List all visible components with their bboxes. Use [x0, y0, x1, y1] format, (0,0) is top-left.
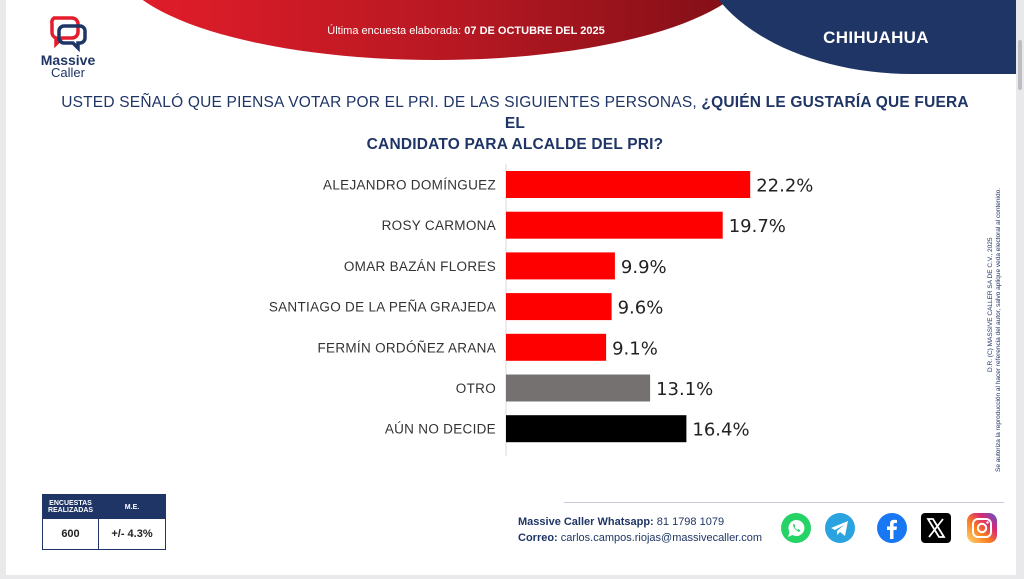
bar-chart: ALEJANDRO DOMÍNGUEZ 22.2% ROSY CARMONA 19.7… [6, 160, 966, 460]
question-part-1: USTED SEÑALÓ QUE PIENSA VOTAR POR EL PRI… [61, 94, 697, 111]
massive-caller-logo: Massive Caller [32, 14, 104, 84]
category-label: OMAR BAZÁN FLORES [344, 259, 496, 274]
surveys-value: 600 [43, 519, 99, 549]
x-icon[interactable] [920, 512, 952, 544]
margin-error-header: M.E. [124, 503, 140, 511]
data-label: 9.6% [618, 298, 664, 319]
data-label: 19.7% [729, 216, 786, 237]
copyright-notice: D.R. (C) MASSIVE CALLER SA DE C.V., 2025… [987, 122, 1002, 472]
bar [506, 252, 615, 280]
logo-text-1: Massive [40, 52, 96, 68]
data-label: 13.1% [656, 379, 713, 400]
question-part-2: ¿QUIÉN LE GUSTARÍA QUE FUERA EL [504, 94, 969, 132]
category-label: AÚN NO DECIDE [385, 422, 496, 437]
logo-text-2: Caller [51, 65, 85, 80]
data-label: 22.2% [756, 176, 813, 197]
contact-info: Massive Caller Whatsapp: 81 1798 1079 Co… [518, 514, 762, 546]
logo-mark-icon [50, 16, 87, 52]
category-label: ALEJANDRO DOMÍNGUEZ [323, 178, 496, 193]
copyright-line-2: Se autoriza la reproducción al hacer ref… [995, 188, 1002, 472]
email-label: Correo: [518, 532, 558, 544]
date-label: Última encuesta elaborada: [327, 25, 462, 37]
category-label: SANTIAGO DE LA PEÑA GRAJEDA [269, 300, 496, 315]
surveys-header: ENCUESTAS REALIZADAS [43, 495, 99, 519]
bar [506, 333, 607, 361]
footer-divider [564, 502, 1004, 503]
data-label: 9.9% [621, 257, 667, 278]
category-label: ROSY CARMONA [382, 218, 496, 233]
last-survey-date: Última encuesta elaborada: 07 DE OCTUBRE… [276, 25, 656, 37]
data-label: 16.4% [692, 420, 749, 441]
survey-stats-table: ENCUESTAS REALIZADAS M.E. 600 +/- 4.3% [42, 494, 166, 550]
bar [506, 171, 751, 198]
facebook-icon[interactable] [876, 512, 908, 544]
slide: Última encuesta elaborada: 07 DE OCTUBRE… [6, 0, 1016, 575]
bar [506, 293, 612, 321]
category-label: OTRO [456, 381, 496, 396]
instagram-icon[interactable] [966, 512, 998, 544]
bar [506, 211, 723, 239]
bar [506, 374, 651, 402]
data-label: 9.1% [612, 338, 658, 359]
copyright-svg: D.R. (C) MASSIVE CALLER SA DE C.V., 2025… [987, 188, 1002, 472]
question-title: USTED SEÑALÓ QUE PIENSA VOTAR POR EL PRI… [50, 92, 980, 155]
date-value: 07 DE OCTUBRE DEL 2025 [464, 25, 605, 37]
telegram-icon[interactable] [824, 512, 856, 544]
question-part-3: CANDIDATO PARA ALCALDE DEL PRI? [366, 136, 664, 153]
copyright-line-1: D.R. (C) MASSIVE CALLER SA DE C.V., 2025 [987, 237, 994, 372]
whatsapp-label: Massive Caller Whatsapp: [518, 516, 654, 528]
scroll-thumb[interactable] [1018, 40, 1022, 90]
whatsapp-icon[interactable] [780, 512, 812, 544]
state-title: CHIHUAHUA [823, 28, 929, 47]
category-label: FERMÍN ORDÓÑEZ ARANA [317, 340, 496, 355]
whatsapp-number: 81 1798 1079 [656, 516, 725, 528]
scrollbar[interactable] [1016, 0, 1024, 579]
bar [506, 415, 687, 443]
margin-error-value: +/- 4.3% [111, 528, 153, 540]
chart-svg: ALEJANDRO DOMÍNGUEZ 22.2% ROSY CARMONA 19.7… [269, 164, 813, 456]
email-address[interactable]: carlos.campos.riojas@massivecaller.com [560, 532, 763, 544]
